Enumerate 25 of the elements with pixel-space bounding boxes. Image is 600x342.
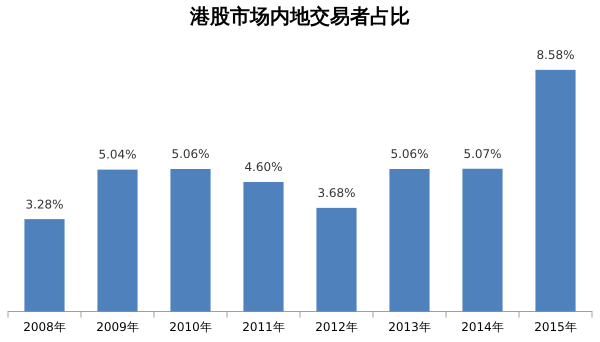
- bar: [462, 168, 503, 312]
- data-label: 8.58%: [536, 48, 575, 62]
- bar: [170, 169, 211, 312]
- x-tick-label: 2015年: [534, 320, 577, 334]
- bar: [535, 70, 576, 312]
- x-tick-label: 2012年: [315, 320, 358, 334]
- x-tick-label: 2009年: [96, 320, 139, 334]
- data-label: 5.06%: [171, 147, 210, 162]
- data-label: 5.04%: [98, 148, 137, 162]
- data-label: 4.60%: [244, 160, 283, 174]
- chart-title: 港股市场内地交易者占比: [189, 4, 410, 28]
- x-tick-label: 2010年: [169, 320, 212, 334]
- x-tick-label: 2013年: [388, 320, 431, 334]
- data-label: 3.68%: [317, 186, 356, 200]
- bar: [316, 208, 357, 312]
- bar: [24, 219, 65, 312]
- x-tick-label: 2011年: [242, 320, 285, 334]
- x-tick-label: 2014年: [461, 320, 504, 334]
- bar: [389, 169, 430, 312]
- bar: [243, 182, 284, 312]
- bar: [97, 170, 138, 312]
- x-tick-label: 2008年: [23, 320, 66, 334]
- data-label: 5.06%: [390, 147, 429, 162]
- data-label: 5.07%: [463, 146, 502, 161]
- data-label: 3.28%: [25, 197, 64, 212]
